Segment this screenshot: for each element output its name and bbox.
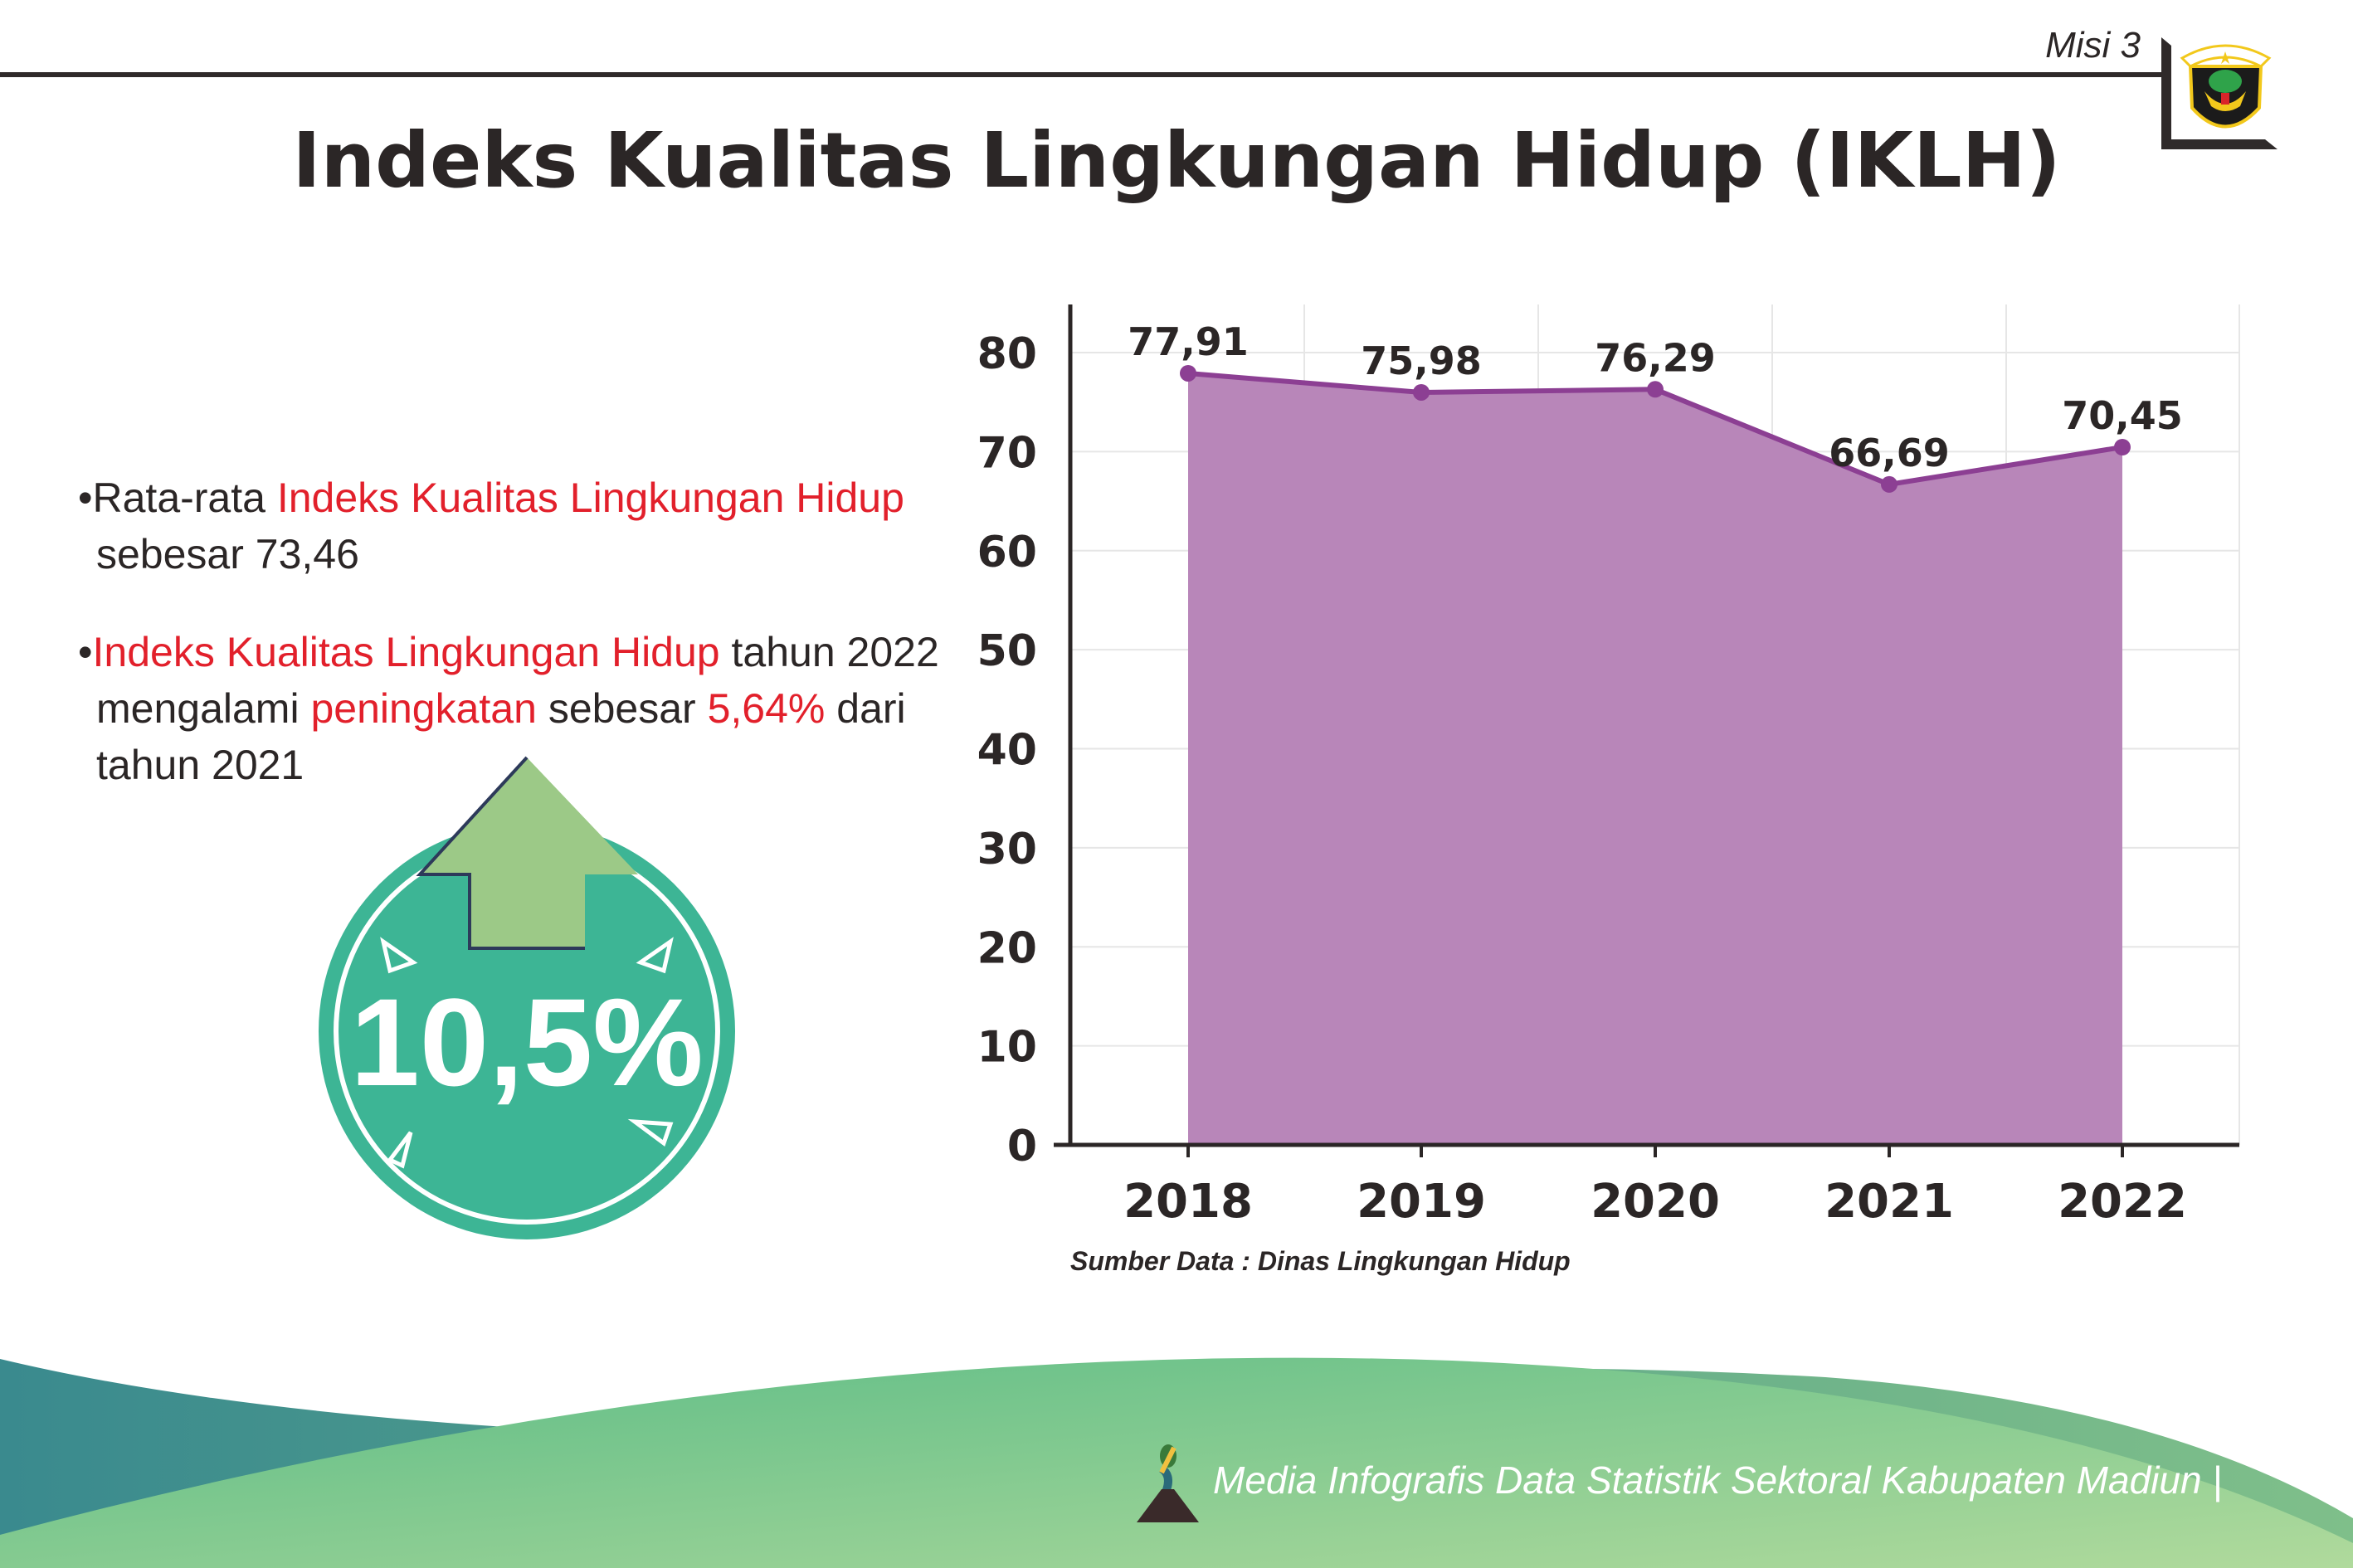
- bullet-text: tahun 2021: [96, 742, 304, 788]
- x-tick-label: 2019: [1357, 1175, 1486, 1229]
- bullet-highlight: Indeks Kualitas Lingkungan Hidup: [92, 629, 720, 675]
- bullet-increase: •Indeks Kualitas Lingkungan Hidup tahun …: [78, 624, 949, 793]
- y-tick-label: 10: [977, 1023, 1037, 1073]
- y-tick-label: 80: [977, 329, 1037, 379]
- bullet-text: dari: [825, 685, 906, 732]
- y-tick-label: 70: [977, 428, 1037, 478]
- data-point: [1413, 383, 1430, 401]
- data-point: [1180, 364, 1196, 382]
- x-tick-label: 2018: [1123, 1175, 1253, 1229]
- misi-label: Misi 3: [2045, 25, 2141, 66]
- bullet-text: sebesar: [536, 685, 708, 732]
- y-tick-label: 50: [977, 626, 1037, 676]
- x-tick-label: 2021: [1824, 1175, 1954, 1229]
- y-tick-label: 40: [977, 726, 1037, 776]
- up-arrow-icon: [420, 757, 638, 948]
- increase-badge: [319, 756, 735, 1239]
- bullet-highlight: Indeks Kualitas Lingkungan Hidup: [276, 475, 904, 521]
- data-label: 75,98: [1361, 338, 1482, 383]
- kabupaten-madiun-logo-icon: [2180, 44, 2272, 129]
- bullet-dot: •: [78, 629, 93, 675]
- data-point: [2114, 439, 2131, 456]
- bullet-text: tahun 2022: [719, 629, 939, 675]
- x-tick-label: 2020: [1591, 1175, 1720, 1229]
- data-label: 77,91: [1128, 319, 1249, 364]
- bullet-text: sebesar 73,46: [96, 531, 359, 577]
- data-point: [1647, 381, 1664, 398]
- footer-wave: [0, 1357, 2353, 1568]
- y-tick-label: 20: [977, 923, 1037, 973]
- x-tick-label: 2022: [2058, 1175, 2187, 1229]
- iklh-area-chart: 0 10 20 30 40 50 60 70 80 77,91 2018 75,98 2019 76,29…: [977, 304, 2240, 1229]
- bullet-average: •Rata-rata Indeks Kualitas Lingkungan Hi…: [78, 470, 949, 582]
- page-title: Indeks Kualitas Lingkungan Hidup (IKLH): [292, 116, 2061, 205]
- sparkle-triangles-icon: [380, 937, 674, 1169]
- area-fill: [1188, 373, 2122, 1146]
- bullet-highlight: peningkatan: [310, 685, 537, 732]
- badge-circle: [319, 823, 735, 1239]
- bullet-text: •Rata-rata: [78, 475, 277, 521]
- y-tick-label: 30: [977, 825, 1037, 874]
- runner-logo-icon: [1137, 1444, 1199, 1522]
- y-tick-label: 60: [977, 528, 1037, 577]
- data-label: 76,29: [1595, 335, 1716, 380]
- footer-text: Media Infografis Data Statistik Sektoral…: [1213, 1458, 2223, 1502]
- data-label: 66,69: [1829, 431, 1950, 475]
- header-rule: [0, 72, 2161, 77]
- data-point: [1881, 475, 1898, 493]
- badge-value: 10,5%: [350, 972, 704, 1112]
- y-tick-label: 0: [1007, 1122, 1037, 1171]
- bullet-text: mengalami: [96, 685, 311, 732]
- data-label: 70,45: [2062, 393, 2183, 438]
- source-note: Sumber Data : Dinas Lingkungan Hidup: [1070, 1246, 1571, 1276]
- bullet-highlight: 5,64%: [707, 685, 826, 732]
